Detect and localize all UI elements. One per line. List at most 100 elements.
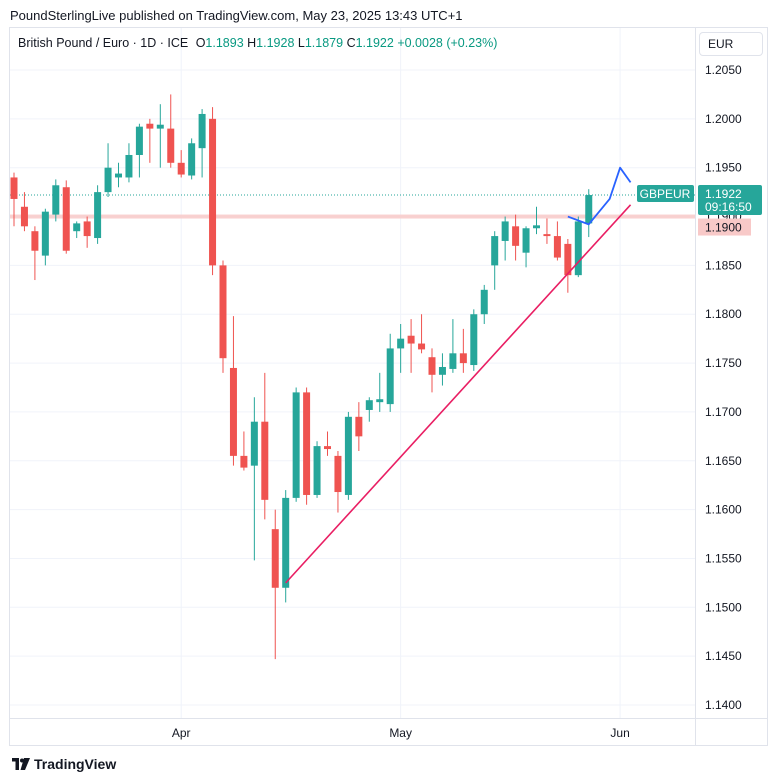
candle	[522, 226, 530, 268]
candle	[480, 284, 488, 324]
candle-body	[250, 421, 258, 466]
projection-arrow	[567, 166, 632, 226]
candle-body	[219, 265, 227, 359]
symbol-description: British Pound / Euro · 1D · ICE	[18, 36, 189, 50]
candle	[167, 94, 175, 168]
candle	[104, 143, 112, 197]
candle	[585, 189, 593, 238]
candle	[344, 411, 352, 500]
candle	[553, 221, 561, 261]
price-tag-countdown: 09:16:50	[705, 200, 752, 214]
candle	[177, 150, 185, 178]
candle-body	[167, 128, 175, 163]
candle-body	[83, 221, 91, 237]
candle-body	[428, 357, 436, 375]
candle-body	[52, 185, 60, 215]
ohlc-legend: British Pound / Euro · 1D · ICE O1.1893 …	[18, 36, 497, 50]
candle	[355, 402, 363, 451]
price-tick-label: 1.1450	[705, 649, 742, 663]
candle	[574, 216, 582, 278]
candle	[449, 319, 457, 373]
grid-lines	[10, 28, 695, 718]
candle-body	[104, 167, 112, 193]
candle	[198, 109, 206, 178]
candle	[52, 179, 60, 222]
candle-body	[564, 243, 572, 276]
candle	[62, 180, 70, 254]
candle-body	[73, 223, 81, 232]
price-tick-label: 1.1550	[705, 551, 742, 565]
candle-body	[146, 123, 154, 129]
candle-body	[209, 118, 217, 266]
candle	[438, 353, 446, 386]
price-tick-label: 1.1500	[705, 600, 742, 614]
candle	[156, 104, 164, 168]
price-tick-label: 1.1650	[705, 454, 742, 468]
candle-body	[397, 338, 405, 349]
time-tick-label: Apr	[172, 726, 191, 740]
candle	[219, 260, 227, 373]
candle	[125, 143, 133, 183]
candle-body	[229, 367, 237, 456]
candle	[418, 314, 426, 354]
symbol-tag-bg	[637, 185, 694, 203]
price-tick-label: 1.1600	[705, 503, 742, 517]
candle-body	[188, 143, 196, 176]
candle-body	[574, 221, 582, 276]
candle-body	[543, 234, 551, 237]
close-value: 1.1922	[355, 36, 394, 50]
candle	[240, 431, 248, 471]
candle	[83, 216, 91, 248]
low-value: 1.1879	[304, 36, 344, 50]
tradingview-logo-icon	[12, 758, 30, 770]
candle	[20, 192, 28, 232]
candle	[146, 118, 154, 163]
candle	[407, 319, 415, 373]
candle-body	[156, 124, 164, 129]
price-tag-value: 1.1922	[705, 187, 742, 201]
candle-body	[386, 348, 394, 405]
candle-body	[20, 206, 28, 227]
candle-body	[376, 399, 384, 403]
candle	[334, 451, 342, 513]
candle-body	[470, 314, 478, 366]
candle	[73, 221, 81, 239]
candle	[41, 208, 49, 266]
candle	[512, 214, 520, 261]
candle-body	[271, 529, 279, 588]
candle	[543, 218, 551, 244]
candle-body	[31, 231, 39, 251]
tradingview-logo[interactable]: TradingView	[12, 756, 116, 772]
candle-body	[533, 225, 540, 229]
candle-body	[62, 187, 70, 251]
candle-body	[501, 221, 509, 241]
candle-body	[324, 446, 331, 450]
candle	[94, 185, 102, 244]
candle-body	[177, 162, 185, 175]
candle	[229, 316, 237, 466]
candle-body	[135, 126, 143, 155]
support-level-line	[10, 214, 695, 219]
open-label: O	[195, 36, 206, 50]
candle	[292, 387, 300, 502]
level-price-tag: 1.1900	[698, 218, 751, 236]
candle	[135, 123, 143, 178]
currency-button[interactable]: EUR	[699, 32, 763, 56]
candle	[470, 309, 478, 371]
high-value: 1.1928	[256, 36, 295, 50]
candle	[491, 231, 499, 290]
candle	[313, 441, 321, 498]
candle-body	[418, 343, 426, 350]
tradingview-brand: TradingView	[34, 756, 117, 772]
candle-body	[282, 497, 290, 588]
candle	[533, 206, 540, 235]
candle-body	[125, 154, 133, 178]
candle-body	[344, 416, 352, 495]
chart-frame	[9, 27, 768, 746]
candle	[501, 216, 509, 261]
price-tick-label: 1.1400	[705, 698, 742, 712]
price-tick-label: 1.1850	[705, 258, 742, 272]
candle-body	[334, 455, 342, 493]
candle-body	[10, 177, 18, 199]
